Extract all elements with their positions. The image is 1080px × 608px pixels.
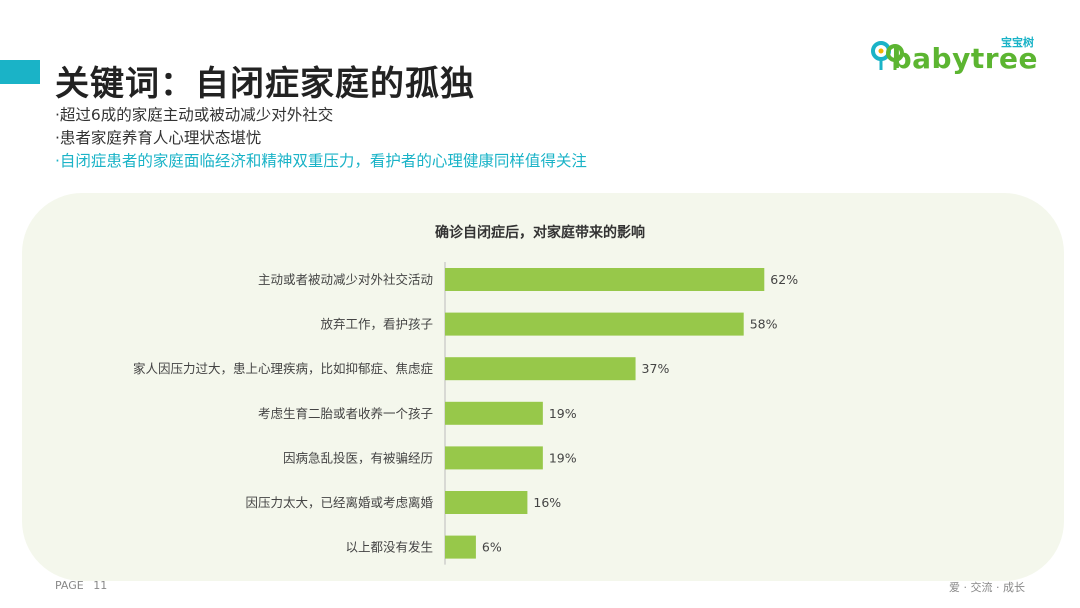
data-label: 58% [750,317,778,332]
category-label: 考虑生育二胎或者收养一个孩子 [258,406,433,421]
category-label: 主动或者被动减少对外社交活动 [258,272,433,287]
category-label: 放弃工作，看护孩子 [320,317,433,332]
category-label: 因病急乱投医，有被骗经历 [283,450,433,465]
data-label: 16% [533,495,561,510]
bullet-item-highlight: ·自闭症患者的家庭面临经济和精神双重压力，看护者的心理健康同样值得关注 [55,152,587,170]
data-label: 37% [642,361,670,376]
page-number: 11 [93,579,108,592]
babytree-logo [870,34,1040,74]
bullet-item: ·患者家庭养育人心理状态堪忧 [55,129,262,147]
page-title: 关键词：自闭症家庭的孤独 [55,64,475,104]
data-label: 62% [770,272,798,287]
bullet-item: ·超过6成的家庭主动或被动减少对外社交 [55,106,334,124]
logo-mark-icon [871,41,904,70]
footer-slogan: 爱 · 交流 · 成长 [949,581,1025,594]
page-label: PAGE [55,579,84,592]
data-label: 19% [549,406,577,421]
data-label: 6% [482,540,502,555]
category-label: 因压力太大，已经离婚或考虑离婚 [245,495,433,510]
bar [445,446,543,470]
category-label: 以上都没有发生 [345,540,433,555]
bar [445,268,765,291]
bar [445,535,476,559]
logo-brand-cn: 宝宝树 [1001,36,1034,49]
bar [445,312,744,336]
logo-brand-en: babytree [891,42,1038,75]
bar [445,491,528,514]
bullet-list: ·超过6成的家庭主动或被动减少对外社交 ·患者家庭养育人心理状态堪忧 ·自闭症患… [55,104,587,173]
chart-title: 确诊自闭症后，对家庭带来的影响 [435,225,645,241]
data-label: 19% [549,450,577,465]
bar [445,401,543,425]
page-indicator: PAGE 11 [55,579,113,592]
chart-panel [22,193,1064,581]
category-label: 家人因压力过大，患上心理疾病，比如抑郁症、焦虑症 [133,361,433,376]
bar [445,357,636,381]
accent-bar [0,60,40,84]
